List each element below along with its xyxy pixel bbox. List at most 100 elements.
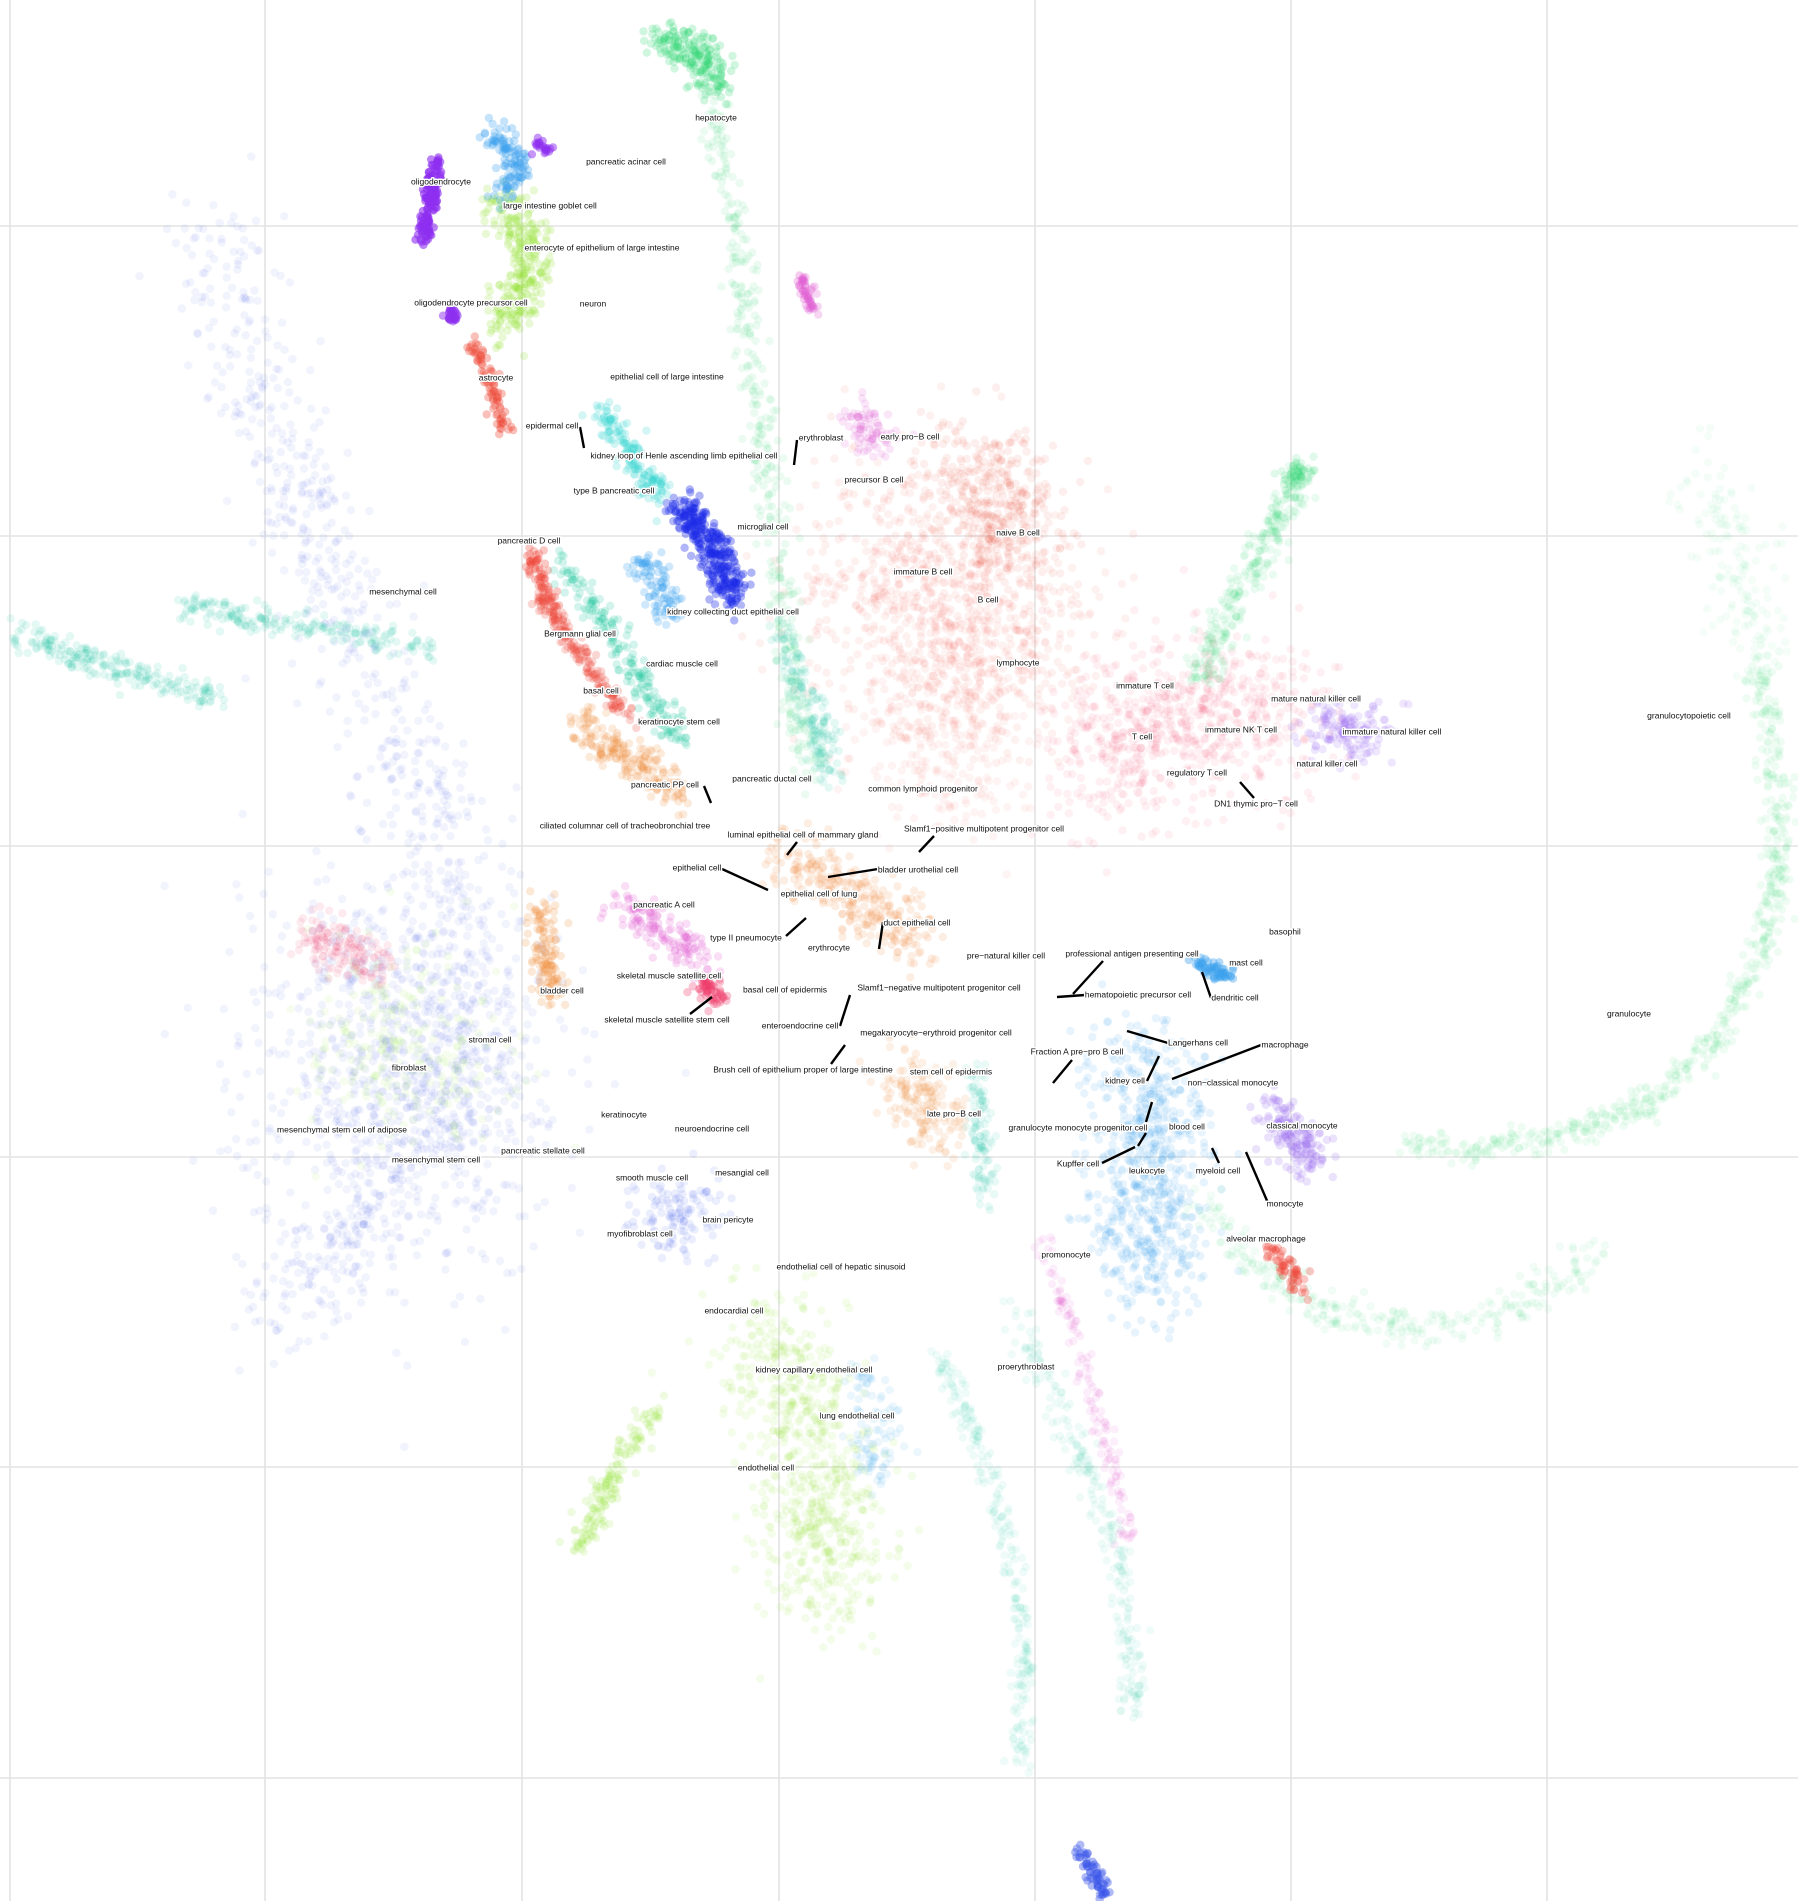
scatter-point <box>416 984 425 994</box>
scatter-point <box>386 775 395 785</box>
scatter-point <box>504 1118 513 1127</box>
scatter-point <box>1208 784 1217 793</box>
scatter-point <box>498 839 507 848</box>
scatter-point <box>1022 447 1031 456</box>
scatter-point <box>427 929 436 939</box>
scatter-point <box>1118 826 1127 835</box>
scatter-point <box>810 456 819 466</box>
scatter-point <box>1292 771 1302 780</box>
scatter-point <box>200 292 210 301</box>
scatter-point <box>160 881 169 891</box>
scatter-point <box>1286 808 1295 818</box>
scatter-point <box>935 511 944 520</box>
scatter-point <box>452 759 461 768</box>
scatter-point <box>245 911 255 921</box>
scatter-point <box>265 405 274 415</box>
scatter-point <box>1138 664 1148 673</box>
scatter-point <box>274 365 284 374</box>
scatter-point <box>239 288 248 297</box>
scatter-point <box>383 736 392 746</box>
scatter-point <box>913 718 922 727</box>
scatter-point <box>462 897 471 906</box>
scatter-point <box>436 1117 445 1126</box>
scatter-point <box>384 1053 393 1063</box>
scatter-point <box>880 611 890 621</box>
scatter-point <box>871 654 880 663</box>
scatter-point <box>359 1220 368 1230</box>
scatter-point <box>466 1109 475 1118</box>
scatter-point <box>896 715 906 725</box>
scatter-point <box>313 1252 322 1262</box>
scatter-point <box>182 243 191 253</box>
scatter-point <box>299 1260 308 1269</box>
scatter-point <box>363 1178 372 1187</box>
scatter-point <box>993 621 1002 630</box>
scatter-point <box>326 1233 335 1242</box>
scatter-point <box>1158 795 1167 804</box>
scatter-point <box>227 283 237 292</box>
scatter-point <box>961 689 970 698</box>
scatter-point <box>353 1006 363 1015</box>
scatter-point <box>317 1022 326 1031</box>
scatter-point <box>347 1077 356 1087</box>
scatter-point <box>229 247 238 256</box>
scatter-point <box>409 1115 418 1124</box>
scatter-point <box>465 882 475 892</box>
scatter-point <box>540 1198 549 1207</box>
scatter-point <box>792 525 801 534</box>
scatter-point <box>978 654 987 663</box>
scatter-point <box>1081 672 1091 681</box>
scatter-point <box>505 883 514 892</box>
scatter-point <box>371 669 380 678</box>
scatter-point <box>971 452 981 461</box>
scatter-point <box>1387 758 1397 767</box>
scatter-point <box>894 803 904 813</box>
scatter-point <box>383 1082 392 1091</box>
scatter-point <box>940 578 950 587</box>
scatter-point <box>411 806 421 816</box>
scatter-point <box>871 605 880 615</box>
scatter-point <box>283 438 292 447</box>
scatter-point <box>942 708 951 717</box>
scatter-point <box>445 905 454 914</box>
scatter-point <box>360 556 370 565</box>
scatter-point <box>440 1057 449 1067</box>
scatter-point <box>1148 751 1158 761</box>
scatter-point <box>338 1231 347 1240</box>
scatter-point <box>268 1104 278 1113</box>
scatter-point <box>1274 738 1284 748</box>
scatter-point <box>349 1269 358 1279</box>
scatter-point <box>493 1106 502 1116</box>
scatter-point <box>338 1259 348 1268</box>
scatter-point <box>197 292 206 302</box>
scatter-point <box>317 644 326 654</box>
scatter-point <box>478 962 487 971</box>
scatter-point <box>412 1002 421 1011</box>
scatter-point <box>532 1036 541 1045</box>
scatter-point <box>279 1277 288 1286</box>
scatter-point <box>315 680 324 689</box>
scatter-point <box>419 867 428 877</box>
scatter-point <box>916 700 925 709</box>
scatter-point <box>502 1018 511 1027</box>
scatter-point <box>420 705 430 715</box>
scatter-point <box>465 968 475 977</box>
scatter-point <box>362 798 372 807</box>
scatter-point <box>882 738 891 747</box>
scatter-point <box>1274 758 1283 767</box>
scatter-point <box>299 451 308 460</box>
scatter-point <box>1301 649 1310 658</box>
scatter-point <box>393 1222 402 1232</box>
scatter-point <box>815 617 824 627</box>
scatter-point <box>282 921 291 930</box>
scatter-point <box>238 809 247 819</box>
scatter-point <box>425 759 434 768</box>
scatter-point <box>938 496 947 505</box>
scatter-point <box>340 606 349 615</box>
scatter-point <box>330 584 339 593</box>
scatter-point <box>297 1224 306 1234</box>
scatter-point <box>377 744 386 754</box>
scatter-point <box>237 295 247 304</box>
scatter-point <box>404 838 413 848</box>
scatter-point <box>362 1092 371 1101</box>
